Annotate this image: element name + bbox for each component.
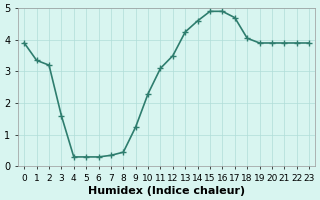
- X-axis label: Humidex (Indice chaleur): Humidex (Indice chaleur): [88, 186, 245, 196]
